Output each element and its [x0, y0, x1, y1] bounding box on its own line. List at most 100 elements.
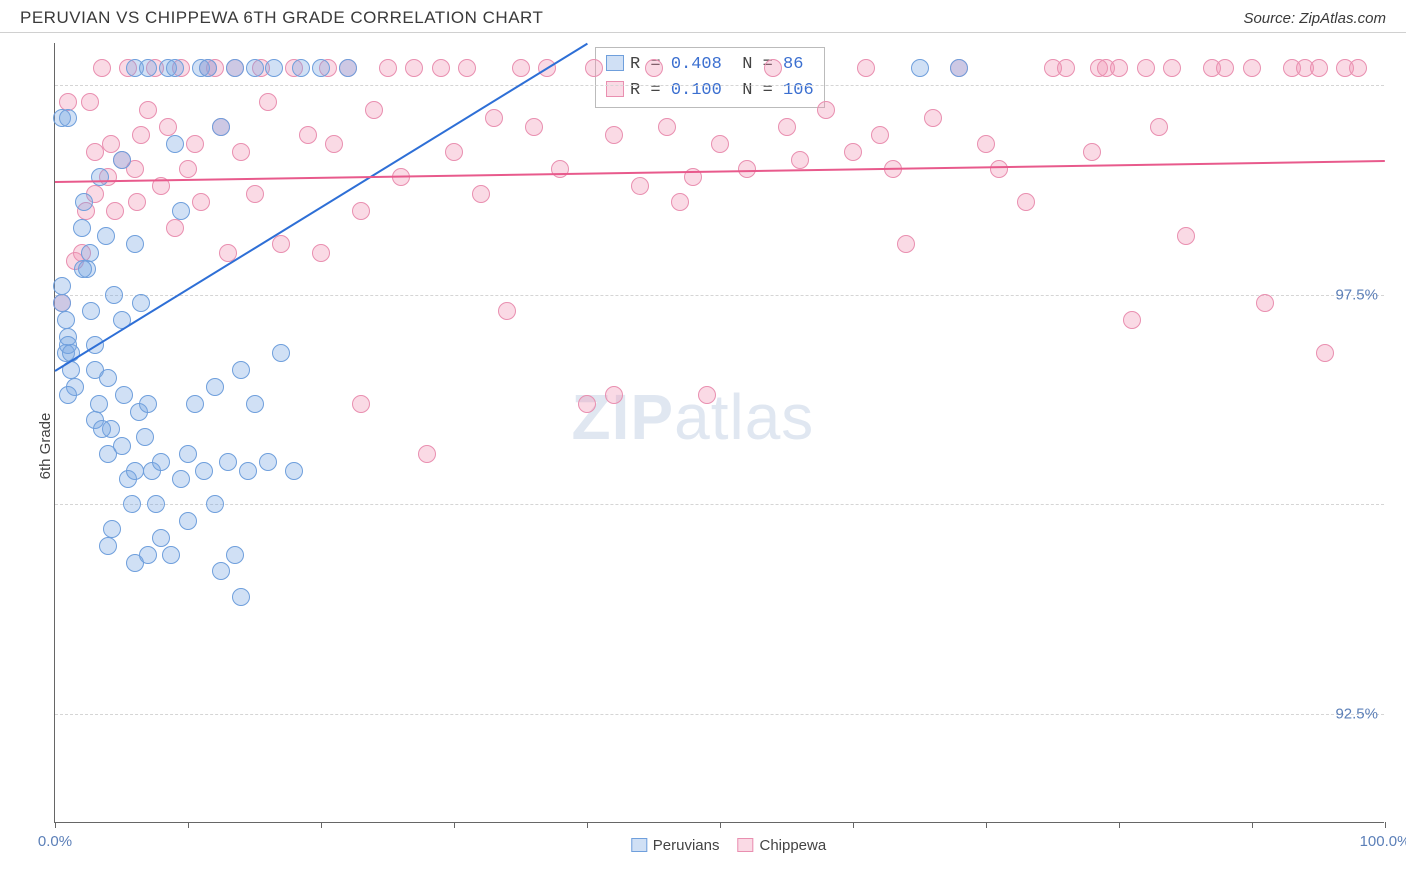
data-point	[232, 143, 250, 161]
stats-legend-row: R = 0.100 N = 106	[606, 78, 814, 104]
data-point	[166, 59, 184, 77]
data-point	[312, 59, 330, 77]
data-point	[339, 59, 357, 77]
data-point	[75, 193, 93, 211]
x-tick	[1252, 822, 1253, 828]
data-point	[59, 386, 77, 404]
data-point	[126, 235, 144, 253]
category-legend-item: Peruvians	[613, 837, 720, 854]
data-point	[73, 219, 91, 237]
data-point	[1083, 143, 1101, 161]
data-point	[445, 143, 463, 161]
data-point	[166, 135, 184, 153]
data-point	[99, 537, 117, 555]
data-point	[405, 59, 423, 77]
data-point	[312, 244, 330, 262]
gridline	[55, 504, 1384, 505]
data-point	[1316, 344, 1334, 362]
data-point	[924, 109, 942, 127]
data-point	[1110, 59, 1128, 77]
data-point	[81, 244, 99, 262]
data-point	[132, 294, 150, 312]
data-point	[152, 453, 170, 471]
data-point	[1017, 193, 1035, 211]
data-point	[352, 202, 370, 220]
category-legend-item: Chippewa	[719, 837, 826, 854]
data-point	[128, 193, 146, 211]
data-point	[179, 160, 197, 178]
data-point	[658, 118, 676, 136]
data-point	[871, 126, 889, 144]
data-point	[1057, 59, 1075, 77]
data-point	[199, 59, 217, 77]
data-point	[1243, 59, 1261, 77]
data-point	[299, 126, 317, 144]
data-point	[525, 118, 543, 136]
data-point	[605, 126, 623, 144]
data-point	[99, 369, 117, 387]
data-point	[950, 59, 968, 77]
chart-title: PERUVIAN VS CHIPPEWA 6TH GRADE CORRELATI…	[20, 8, 543, 28]
data-point	[272, 235, 290, 253]
data-point	[81, 93, 99, 111]
data-point	[418, 445, 436, 463]
data-point	[113, 151, 131, 169]
data-point	[365, 101, 383, 119]
data-point	[159, 118, 177, 136]
data-point	[1310, 59, 1328, 77]
data-point	[485, 109, 503, 127]
gridline	[55, 714, 1384, 715]
data-point	[791, 151, 809, 169]
category-legend: PeruviansChippewa	[613, 837, 826, 854]
data-point	[246, 395, 264, 413]
data-point	[778, 118, 796, 136]
data-point	[246, 185, 264, 203]
data-point	[166, 219, 184, 237]
data-point	[74, 260, 92, 278]
data-point	[152, 529, 170, 547]
data-point	[206, 495, 224, 513]
data-point	[212, 118, 230, 136]
data-point	[711, 135, 729, 153]
data-point	[139, 59, 157, 77]
data-point	[259, 453, 277, 471]
x-tick	[188, 822, 189, 828]
data-point	[1123, 311, 1141, 329]
data-point	[432, 59, 450, 77]
x-tick	[1119, 822, 1120, 828]
data-point	[179, 512, 197, 530]
data-point	[106, 202, 124, 220]
data-point	[53, 294, 71, 312]
scatter-plot: ZIPatlas R = 0.408 N = 86R = 0.100 N = 1…	[54, 43, 1384, 823]
x-tick	[454, 822, 455, 828]
data-point	[172, 202, 190, 220]
data-point	[578, 395, 596, 413]
data-point	[631, 177, 649, 195]
data-point	[352, 395, 370, 413]
data-point	[93, 420, 111, 438]
data-point	[139, 395, 157, 413]
x-tick-label: 0.0%	[38, 833, 72, 850]
data-point	[292, 59, 310, 77]
data-point	[59, 109, 77, 127]
data-point	[232, 361, 250, 379]
data-point	[82, 302, 100, 320]
data-point	[246, 59, 264, 77]
data-point	[458, 59, 476, 77]
data-point	[1349, 59, 1367, 77]
data-point	[1150, 118, 1168, 136]
data-point	[512, 59, 530, 77]
data-point	[1177, 227, 1195, 245]
data-point	[379, 59, 397, 77]
data-point	[113, 437, 131, 455]
data-point	[1137, 59, 1155, 77]
data-point	[698, 386, 716, 404]
stats-legend: R = 0.408 N = 86R = 0.100 N = 106	[595, 47, 825, 108]
watermark-light: atlas	[674, 381, 814, 453]
x-tick	[853, 822, 854, 828]
data-point	[272, 344, 290, 362]
data-point	[605, 386, 623, 404]
data-point	[219, 453, 237, 471]
data-point	[192, 193, 210, 211]
data-point	[645, 59, 663, 77]
